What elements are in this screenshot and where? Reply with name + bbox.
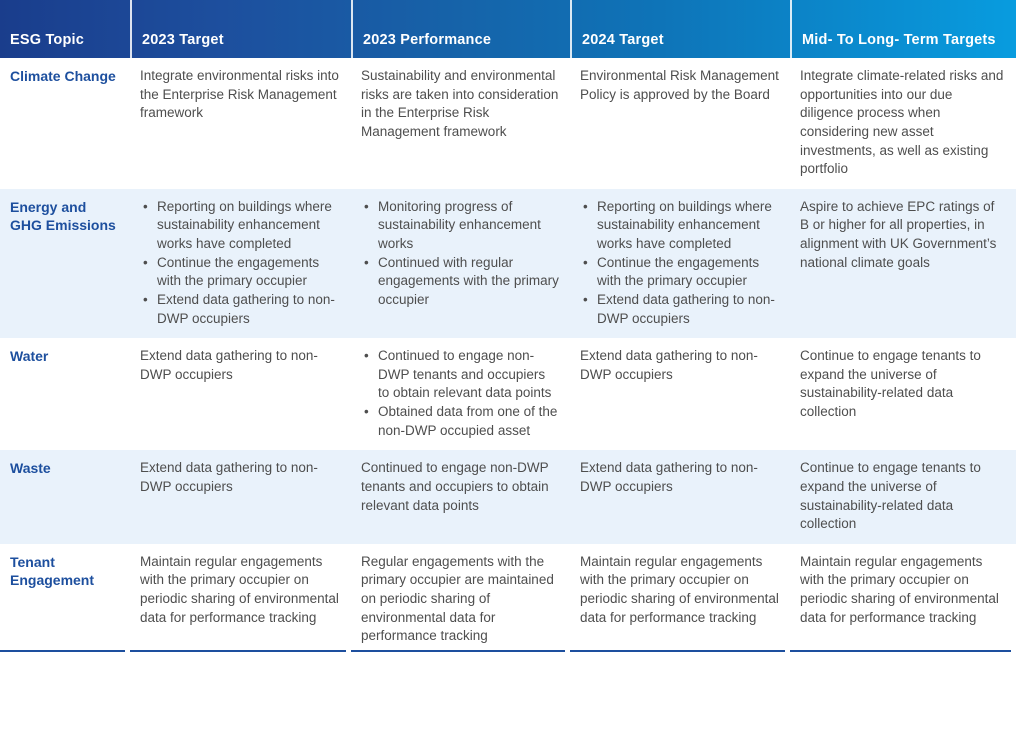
table-cell: Continued to engage non-DWP tenants and … bbox=[361, 460, 549, 513]
column-header-mid-long-term-targets: Mid- To Long- Term Targets bbox=[790, 0, 1016, 58]
table-cell: Integrate environmental risks into the E… bbox=[140, 68, 339, 121]
table-cell: Maintain regular engagements with the pr… bbox=[570, 543, 790, 656]
table-cell: Regular engagements with the primary occ… bbox=[351, 543, 570, 656]
table-cell: Extend data gathering to non-DWP occupie… bbox=[140, 460, 318, 494]
bullet-item: Continued to engage non-DWP tenants and … bbox=[361, 347, 560, 403]
bullet-list: Continued to engage non-DWP tenants and … bbox=[361, 347, 560, 440]
bullet-item: Continue the engagements with the primar… bbox=[580, 254, 780, 291]
esg-targets-table: ESG Topic 2023 Target 2023 Performance 2… bbox=[0, 0, 1016, 656]
table-cell: Continue to engage tenants to expand the… bbox=[800, 460, 981, 532]
row-topic-label: Waste bbox=[10, 460, 51, 477]
column-header-2023-target: 2023 Target bbox=[130, 0, 351, 58]
table-cell: Maintain regular engagements with the pr… bbox=[130, 543, 351, 656]
table-row: Climate Change Integrate environmental ri… bbox=[0, 58, 1016, 189]
table-cell: Maintain regular engagements with the pr… bbox=[790, 543, 1016, 656]
table-cell: Reporting on buildings where sustainabil… bbox=[570, 189, 790, 338]
table-cell: Continue to engage tenants to expand the… bbox=[800, 348, 981, 419]
bullet-item: Obtained data from one of the non-DWP oc… bbox=[361, 403, 560, 440]
table-cell: Extend data gathering to non-DWP occupie… bbox=[580, 460, 758, 494]
column-header-esg-topic: ESG Topic bbox=[10, 32, 85, 49]
table-row: Tenant Engagement Maintain regular engage… bbox=[0, 543, 1016, 656]
bullet-item: Extend data gathering to non-DWP occupie… bbox=[580, 291, 780, 328]
bullet-item: Reporting on buildings where sustainabil… bbox=[580, 198, 780, 254]
table-cell: Integrate climate-related risks and oppo… bbox=[800, 68, 1004, 177]
table-cell: Extend data gathering to non-DWP occupie… bbox=[140, 348, 318, 382]
bullet-item: Continued with regular engagements with … bbox=[361, 254, 560, 310]
table-row: Energy and GHG Emissions Reporting on bui… bbox=[0, 188, 1016, 339]
table-row: Waste Extend data gathering to non-DWP oc… bbox=[0, 450, 1016, 544]
row-topic-label: Tenant Engagement bbox=[0, 543, 130, 656]
table-cell: Continued to engage non-DWP tenants and … bbox=[351, 338, 570, 450]
column-header-2024-target: 2024 Target bbox=[570, 0, 790, 58]
table-cell: Aspire to achieve EPC ratings of B or hi… bbox=[800, 198, 997, 270]
row-topic-label: Climate Change bbox=[10, 68, 116, 84]
bullet-item: Monitoring progress of sustainability en… bbox=[361, 198, 560, 254]
table-body: Climate Change Integrate environmental ri… bbox=[0, 58, 1016, 656]
table-cell: Extend data gathering to non-DWP occupie… bbox=[580, 348, 758, 382]
table-row: Water Extend data gathering to non-DWP oc… bbox=[0, 338, 1016, 451]
bullet-list: Reporting on buildings where sustainabil… bbox=[140, 198, 341, 328]
bullet-list: Reporting on buildings where sustainabil… bbox=[580, 198, 780, 328]
row-topic-label: Water bbox=[10, 348, 49, 365]
bullet-item: Continue the engagements with the primar… bbox=[140, 254, 341, 291]
bullet-list: Monitoring progress of sustainability en… bbox=[361, 198, 560, 310]
column-header-2023-performance: 2023 Performance bbox=[351, 0, 570, 58]
bullet-item: Reporting on buildings where sustainabil… bbox=[140, 198, 341, 254]
row-topic-label: Energy and GHG Emissions bbox=[10, 198, 116, 234]
table-cell: Sustainability and environmental risks a… bbox=[361, 68, 559, 139]
table-cell: Reporting on buildings where sustainabil… bbox=[130, 189, 351, 338]
table-header: ESG Topic 2023 Target 2023 Performance 2… bbox=[0, 0, 1016, 58]
bullet-item: Extend data gathering to non-DWP occupie… bbox=[140, 291, 341, 328]
table-cell: Monitoring progress of sustainability en… bbox=[351, 189, 570, 338]
table-cell: Environmental Risk Management Policy is … bbox=[580, 68, 779, 102]
